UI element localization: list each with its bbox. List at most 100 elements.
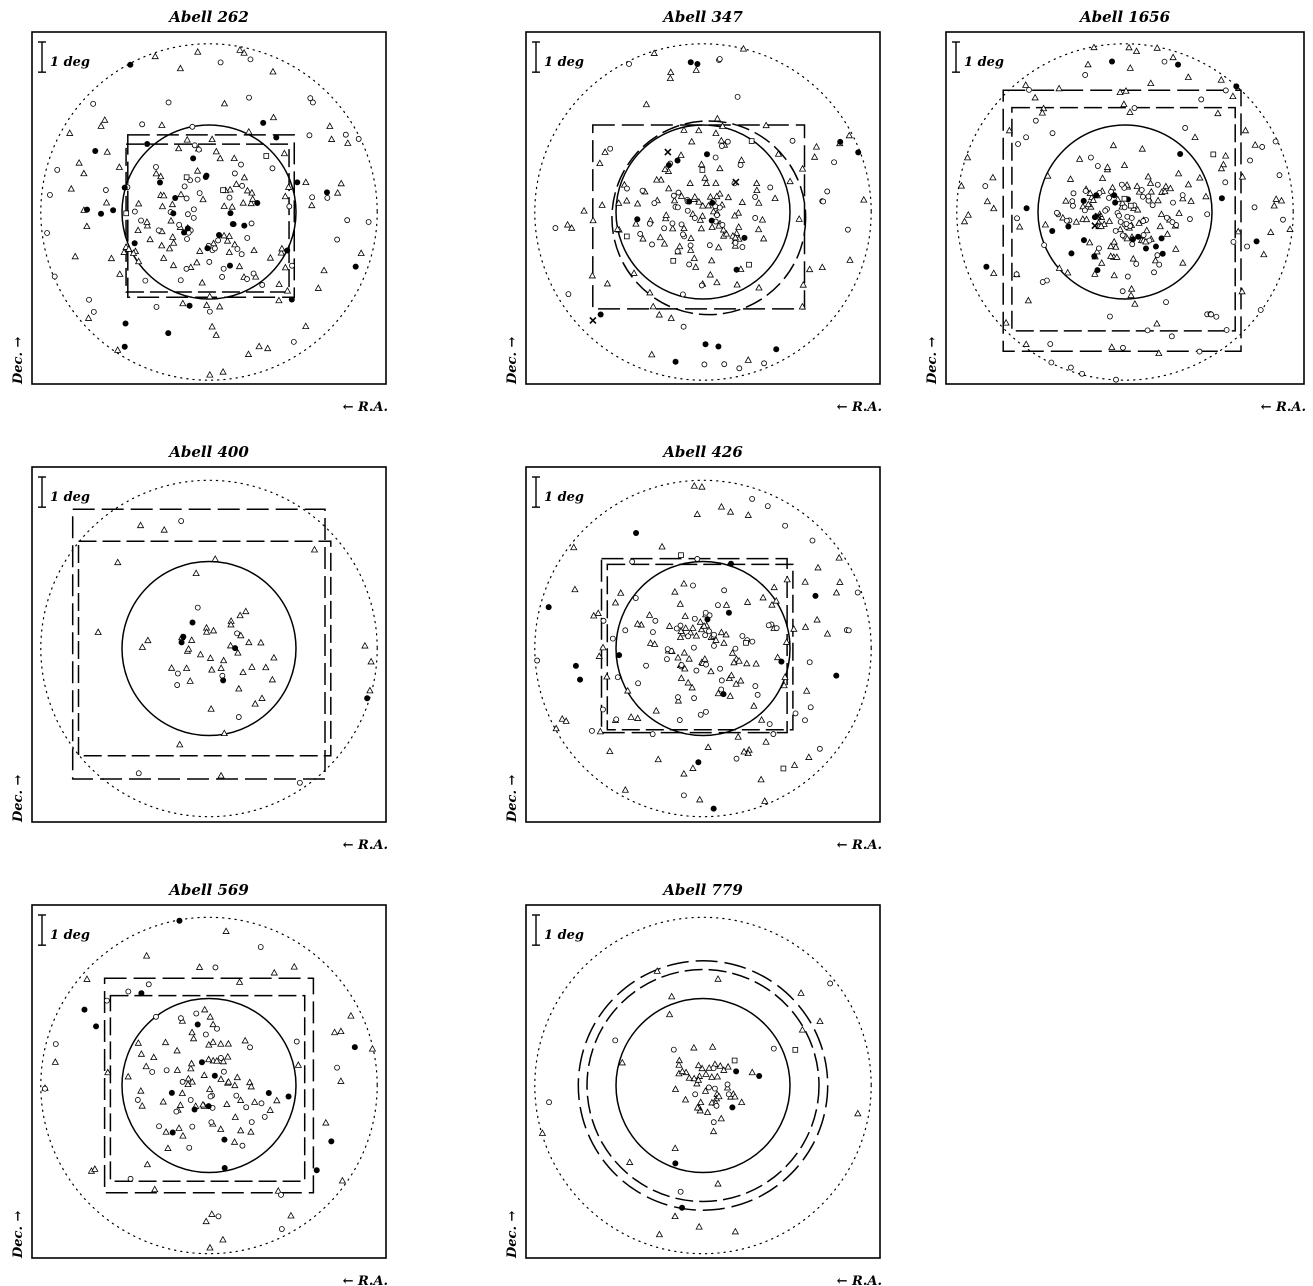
galaxy-open-circle [724, 1081, 731, 1088]
galaxy-triangle [595, 652, 603, 659]
galaxy-triangle [701, 174, 709, 181]
galaxy-triangle [688, 683, 696, 691]
galaxy-triangle [1066, 175, 1075, 182]
galaxy-triangle [174, 144, 183, 152]
scale-bar-label: 1 deg [544, 928, 584, 943]
galaxy-cross [1091, 222, 1099, 230]
galaxy-triangle [1093, 247, 1101, 255]
galaxy-triangle [160, 525, 168, 533]
galaxy-triangle [709, 1127, 718, 1135]
galaxy-triangle [759, 234, 768, 242]
galaxy-square [743, 640, 749, 646]
galaxy-open-circle [1251, 204, 1258, 211]
galaxy-open-circle [1113, 376, 1119, 383]
galaxy-open-circle [131, 208, 138, 215]
galaxy-open-circle [692, 1091, 699, 1098]
galaxy-open-circle [1182, 125, 1189, 131]
galaxy-triangle [219, 1057, 228, 1065]
galaxy-open-circle [697, 711, 704, 718]
scale-bar-label: 1 deg [50, 490, 90, 505]
galaxy-open-circle [1069, 198, 1076, 205]
galaxy-open-circle [1204, 211, 1211, 218]
galaxy-open-circle [770, 1045, 777, 1052]
galaxy-triangle [1172, 245, 1180, 252]
galaxy-triangle [1155, 349, 1163, 357]
galaxy-triangle [642, 100, 651, 108]
galaxy-triangle [658, 542, 666, 550]
galaxy-triangle [209, 626, 218, 634]
galaxy-open-circle [690, 582, 696, 589]
galaxy-filled-circle [216, 232, 223, 239]
galaxy-triangle [690, 1043, 698, 1051]
galaxy-cross [732, 178, 740, 186]
galaxy-triangle [1125, 43, 1133, 51]
galaxy-open-circle [1179, 192, 1186, 199]
galaxy-open-circle [698, 282, 705, 289]
galaxy-triangle [241, 1036, 249, 1044]
galaxy-triangle [251, 699, 259, 707]
galaxy-triangle [1123, 234, 1131, 242]
galaxy-open-circle [691, 615, 698, 622]
galaxy-filled-circle [1065, 223, 1072, 230]
galaxy-open-circle [686, 261, 693, 268]
galaxy-triangle [247, 1082, 255, 1090]
galaxy-triangle [702, 179, 711, 186]
galaxy-filled-circle [127, 61, 134, 68]
galaxy-triangle [1024, 296, 1033, 304]
galaxy-open-circle [179, 1078, 186, 1085]
galaxy-filled-circle [121, 343, 128, 350]
galaxy-triangle [150, 1053, 158, 1061]
galaxy-triangle [196, 650, 205, 658]
inner-solid-circle [121, 124, 297, 300]
galaxy-triangle [173, 1066, 182, 1073]
galaxy-open-circle [1259, 144, 1266, 150]
galaxy-triangle [1120, 161, 1129, 169]
galaxy-open-circle [153, 303, 160, 310]
galaxy-open-circle [680, 231, 686, 238]
x-axis-label: ← R.A. [1261, 400, 1306, 415]
galaxy-triangle [684, 678, 692, 686]
galaxy-triangle [712, 129, 720, 136]
galaxy-triangle [239, 668, 247, 675]
galaxy-triangle [781, 673, 789, 680]
galaxy-triangle [196, 247, 204, 254]
galaxy-triangle [1138, 144, 1146, 152]
panel-abell-347: Abell 347 1 deg ← R.A. Dec. → [505, 8, 882, 415]
galaxy-triangle [224, 1077, 233, 1085]
galaxy-triangle [198, 278, 206, 286]
galaxy-triangle [114, 558, 122, 566]
galaxy-triangle [176, 1101, 185, 1108]
galaxy-open-circle [1063, 217, 1070, 224]
galaxy-open-circle [773, 625, 780, 632]
galaxy-open-circle [703, 708, 709, 715]
galaxy-triangle [624, 686, 632, 694]
galaxy-triangle [104, 1068, 112, 1076]
galaxy-triangle [1147, 187, 1155, 195]
galaxy-triangle [176, 64, 185, 72]
galaxy-triangle [91, 1165, 99, 1172]
galaxy-triangle [264, 344, 272, 352]
galaxy-triangle [801, 578, 809, 585]
galaxy-triangle [699, 201, 707, 209]
galaxy-open-circle [1079, 370, 1085, 377]
galaxy-open-circle [736, 365, 743, 372]
galaxy-triangle [646, 639, 655, 646]
inner-solid-circle [121, 997, 297, 1174]
galaxy-triangle [771, 194, 779, 202]
galaxy-triangle [705, 1064, 713, 1071]
galaxy-open-circle [1257, 307, 1264, 313]
galaxy-open-circle [1082, 72, 1089, 78]
galaxy-triangle [737, 1098, 746, 1106]
galaxy-triangle [681, 624, 690, 631]
galaxy-triangle [706, 270, 715, 278]
x-axis-label: ← R.A. [343, 838, 388, 853]
galaxy-open-circle [1032, 117, 1039, 124]
galaxy-triangle [1238, 287, 1246, 295]
galaxy-triangle [983, 197, 992, 205]
galaxy-triangle [134, 199, 143, 207]
galaxy-triangle [706, 192, 715, 200]
galaxy-open-circle [685, 633, 691, 640]
galaxy-open-circle [135, 770, 142, 777]
galaxy-open-circle [824, 188, 831, 195]
galaxy-triangle [158, 241, 166, 249]
